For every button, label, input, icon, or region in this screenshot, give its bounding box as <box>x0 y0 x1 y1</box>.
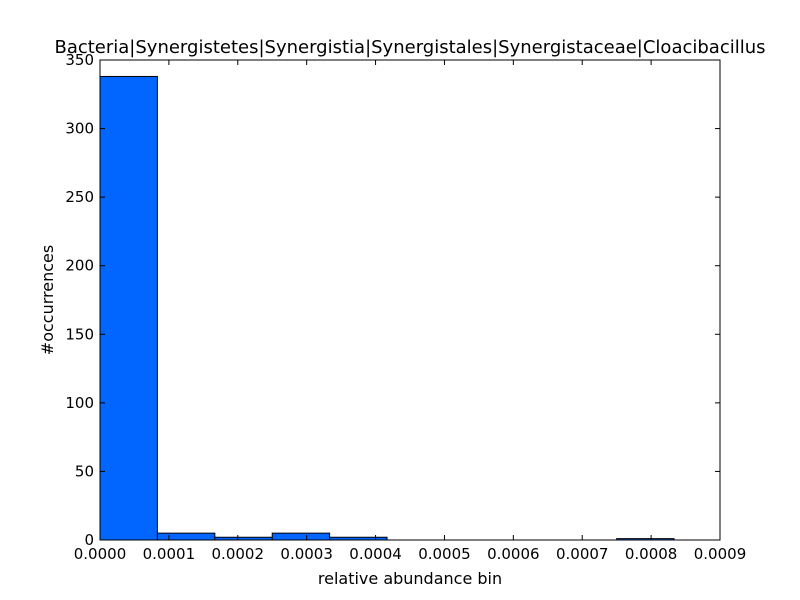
plot-frame <box>99 59 721 541</box>
x-tick-label: 0.0005 <box>418 545 471 563</box>
histogram-bar-3 <box>271 532 331 541</box>
y-axis-label: #occurrences <box>38 245 57 355</box>
histogram-bars <box>99 75 675 541</box>
y-tick-label: 0 <box>84 531 94 549</box>
plot-area <box>99 59 721 541</box>
y-tick-label: 100 <box>65 394 94 412</box>
plot-background <box>100 60 720 540</box>
x-tick-label: 0.0002 <box>212 545 265 563</box>
x-tick-label: 0.0006 <box>487 545 540 563</box>
histogram-bar-0 <box>99 75 158 541</box>
y-tick-label: 200 <box>65 257 94 275</box>
y-tick-label: 300 <box>65 120 94 138</box>
x-tick-label: 0.0008 <box>625 545 678 563</box>
x-tick-label: 0.0003 <box>280 545 333 563</box>
x-tick-label: 0.0001 <box>143 545 196 563</box>
x-axis-label: relative abundance bin <box>318 569 502 588</box>
histogram-bar-1 <box>156 532 216 541</box>
x-axis-tick-labels: 0.0000 0.0001 0.0002 0.0003 0.0004 0.0005 0.00… <box>74 545 747 563</box>
y-tick-label: 50 <box>75 462 94 480</box>
chart-title: Bacteria|Synergistetes|Synergistia|Syner… <box>54 37 765 58</box>
x-tick-label: 0.0000 <box>74 545 127 563</box>
y-tick-label: 350 <box>65 51 94 69</box>
y-axis-tick-labels: 0 50 100 150 200 250 300 350 <box>65 51 94 549</box>
x-tick-label: 0.0009 <box>694 545 747 563</box>
x-tick-label: 0.0007 <box>556 545 609 563</box>
y-tick-label: 150 <box>65 325 94 343</box>
x-tick-label: 0.0004 <box>349 545 402 563</box>
y-tick-label: 250 <box>65 188 94 206</box>
